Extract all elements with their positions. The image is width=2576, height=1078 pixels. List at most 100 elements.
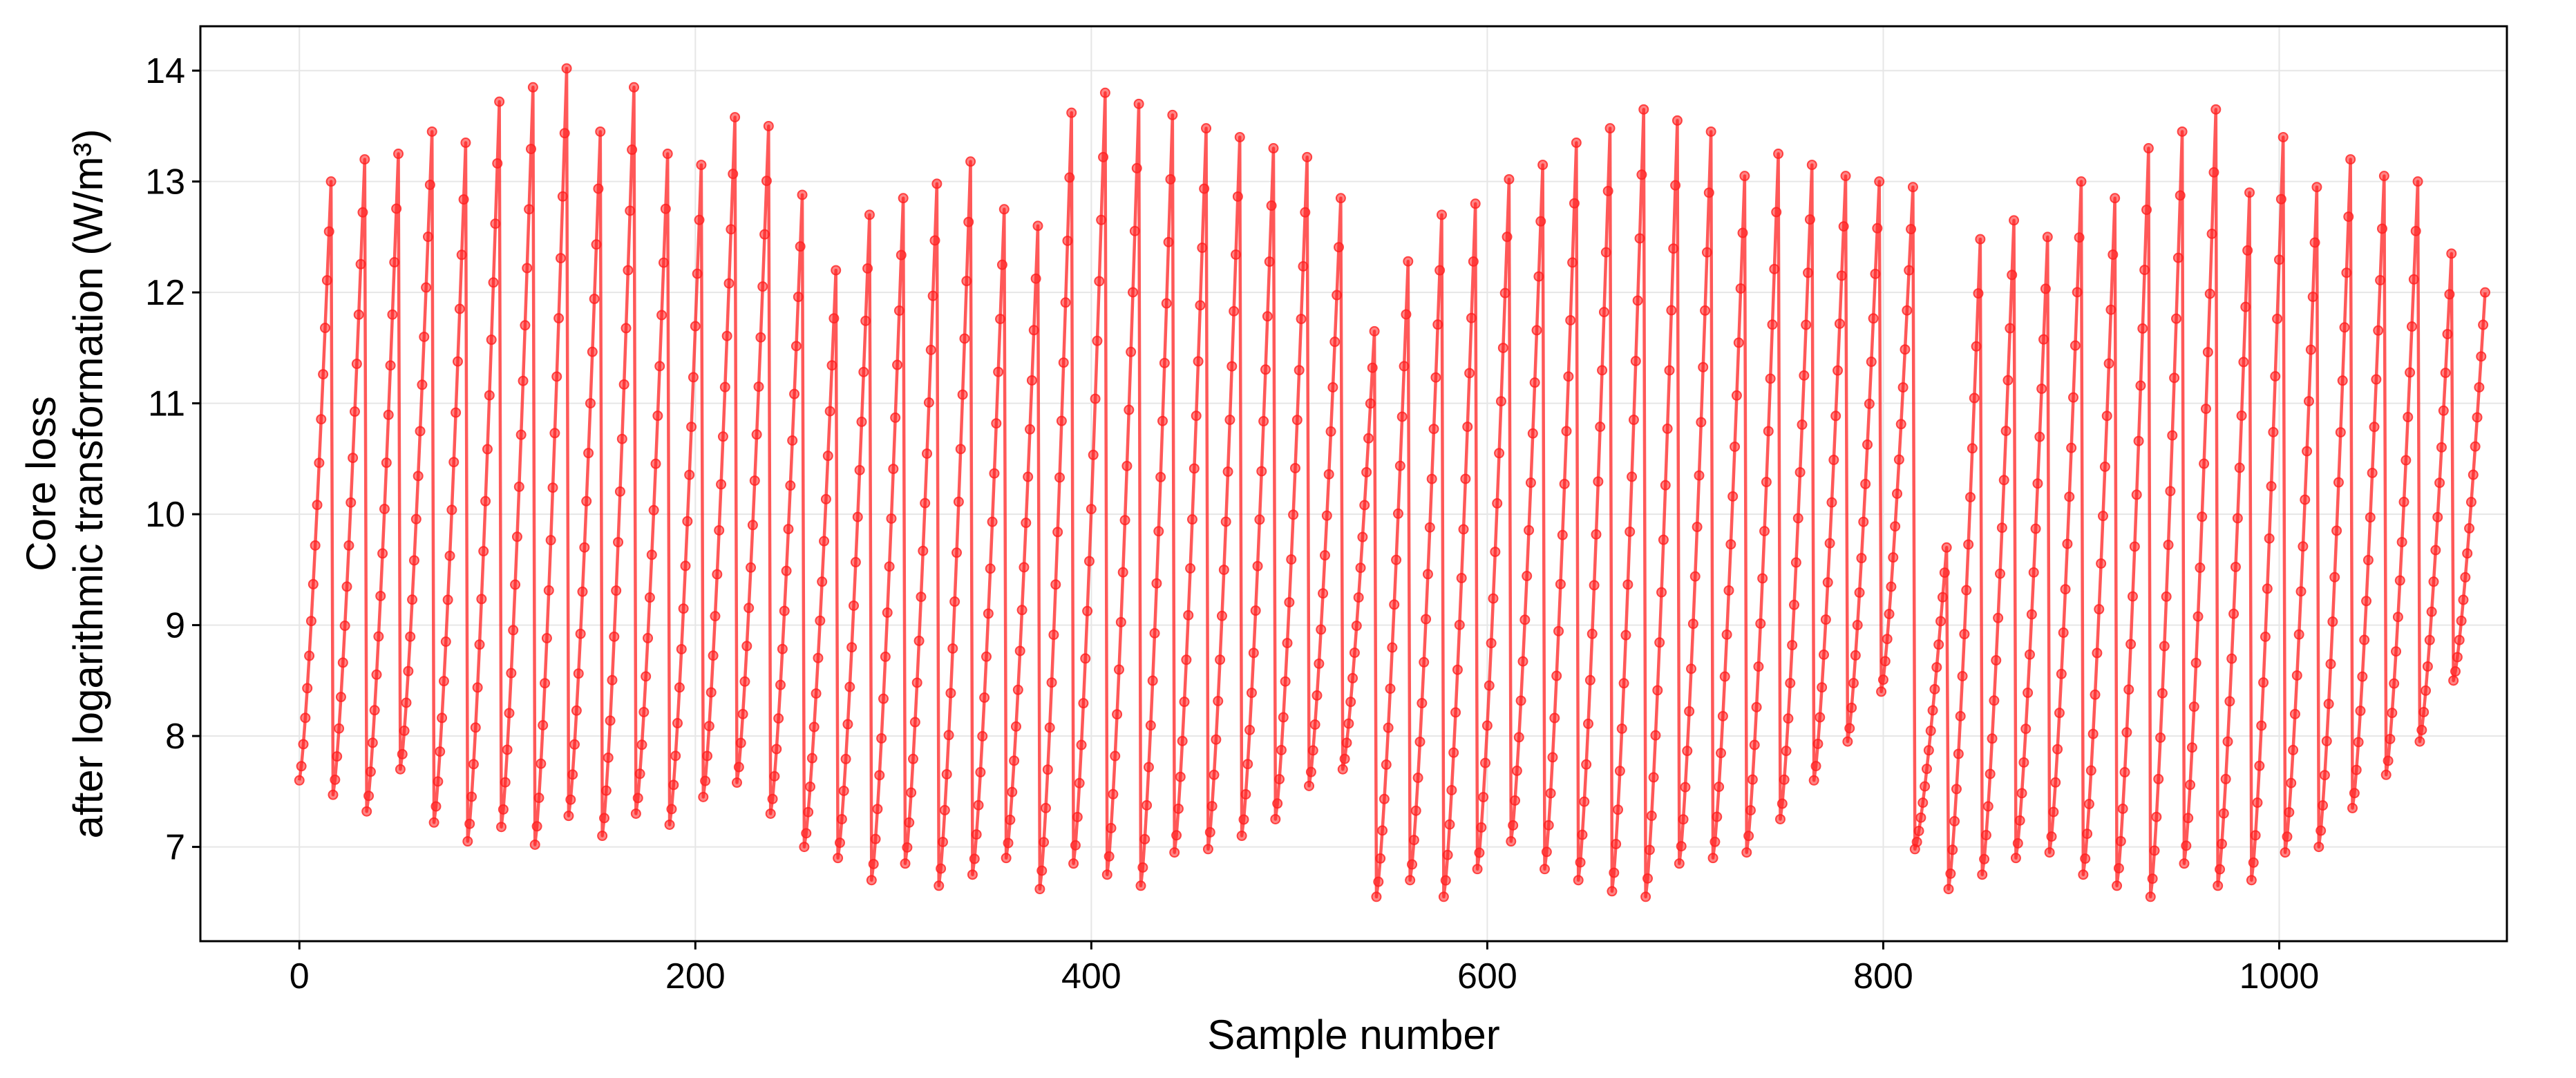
- data-point: [1587, 628, 1598, 639]
- data-point: [2216, 838, 2227, 849]
- data-point: [1039, 837, 1050, 848]
- data-point: [335, 692, 346, 703]
- data-point: [1094, 276, 1105, 287]
- data-point: [2434, 477, 2445, 489]
- data-point: [2319, 770, 2330, 781]
- data-point: [1870, 268, 1881, 279]
- data-point: [1504, 173, 1515, 185]
- data-point: [1774, 813, 1786, 824]
- data-point: [1010, 721, 1021, 732]
- data-point: [2193, 611, 2204, 622]
- data-point: [359, 154, 370, 165]
- data-point: [1311, 690, 1323, 701]
- data-point: [1177, 735, 1188, 746]
- data-point: [1625, 526, 1636, 537]
- data-point: [710, 611, 721, 622]
- data-point: [1806, 160, 1817, 171]
- data-point: [1256, 466, 1267, 477]
- data-point: [515, 429, 527, 440]
- data-point: [1779, 774, 1790, 785]
- data-point: [1727, 491, 1739, 502]
- data-point: [1549, 712, 1560, 724]
- data-point: [1454, 619, 1465, 630]
- data-point: [310, 540, 321, 551]
- data-point: [1092, 335, 1103, 346]
- data-point: [2090, 689, 2101, 700]
- data-point: [765, 808, 776, 819]
- data-point: [2038, 334, 2049, 345]
- data-point: [1401, 309, 1412, 320]
- data-point: [1058, 357, 1069, 368]
- data-point: [2416, 724, 2427, 735]
- data-point: [746, 562, 757, 573]
- data-point: [1280, 676, 1291, 687]
- data-point: [314, 457, 325, 469]
- data-point: [1537, 160, 1549, 171]
- data-point: [1357, 531, 1368, 542]
- data-point: [1730, 441, 1741, 452]
- data-point: [672, 718, 683, 729]
- data-point: [749, 475, 760, 486]
- data-point: [2068, 392, 2079, 403]
- data-point: [1329, 337, 1341, 348]
- data-point: [549, 428, 560, 439]
- data-point: [403, 665, 414, 677]
- data-point: [1282, 638, 1293, 649]
- data-point: [2391, 646, 2402, 657]
- data-point: [2131, 489, 2142, 500]
- data-point: [2224, 696, 2235, 707]
- data-point: [1264, 256, 1275, 267]
- data-point: [842, 719, 853, 730]
- data-point: [2347, 802, 2358, 813]
- data-point: [849, 600, 860, 611]
- data-point: [1488, 593, 1499, 604]
- data-point: [705, 687, 717, 698]
- data-point: [1244, 724, 1256, 735]
- data-point: [979, 692, 990, 703]
- data-point: [437, 712, 448, 724]
- data-point: [652, 410, 663, 422]
- data-point: [2175, 190, 2186, 201]
- data-point: [2446, 248, 2457, 259]
- data-point: [2123, 684, 2134, 695]
- data-point: [2190, 657, 2201, 668]
- data-point: [751, 429, 762, 440]
- data-point: [2108, 249, 2119, 260]
- y-axis-label: Core loss after logarithmic transformati…: [18, 129, 111, 839]
- data-point: [1753, 661, 1764, 672]
- data-point: [1721, 629, 1732, 640]
- data-point: [1426, 473, 1437, 484]
- data-point: [1497, 342, 1508, 353]
- data-point: [2460, 571, 2471, 583]
- data-point: [1394, 460, 1405, 471]
- data-point: [1511, 765, 1522, 776]
- data-point: [904, 817, 915, 828]
- data-point: [1086, 504, 1097, 515]
- data-point: [1931, 662, 1942, 673]
- data-point: [2378, 171, 2389, 182]
- data-point: [1522, 571, 1533, 582]
- data-point: [936, 863, 947, 874]
- data-point: [1432, 319, 1443, 330]
- data-point: [1920, 781, 1931, 792]
- data-point: [2023, 688, 2034, 699]
- data-point: [2442, 328, 2453, 339]
- data-point: [1284, 597, 1295, 608]
- data-point: [1480, 757, 1491, 768]
- data-point: [2232, 513, 2243, 524]
- data-point: [1634, 233, 1645, 244]
- data-point: [1460, 473, 1471, 484]
- data-point: [609, 631, 620, 642]
- data-point: [961, 276, 972, 287]
- data-point: [1703, 187, 1714, 198]
- data-point: [1268, 143, 1279, 154]
- data-point: [929, 235, 940, 246]
- data-point: [2133, 435, 2144, 446]
- data-point: [666, 804, 677, 815]
- data-point: [524, 204, 535, 215]
- data-point: [2010, 853, 2021, 864]
- data-point: [1341, 737, 1352, 748]
- data-point: [369, 705, 380, 716]
- data-point: [779, 605, 790, 616]
- data-point: [2143, 143, 2154, 154]
